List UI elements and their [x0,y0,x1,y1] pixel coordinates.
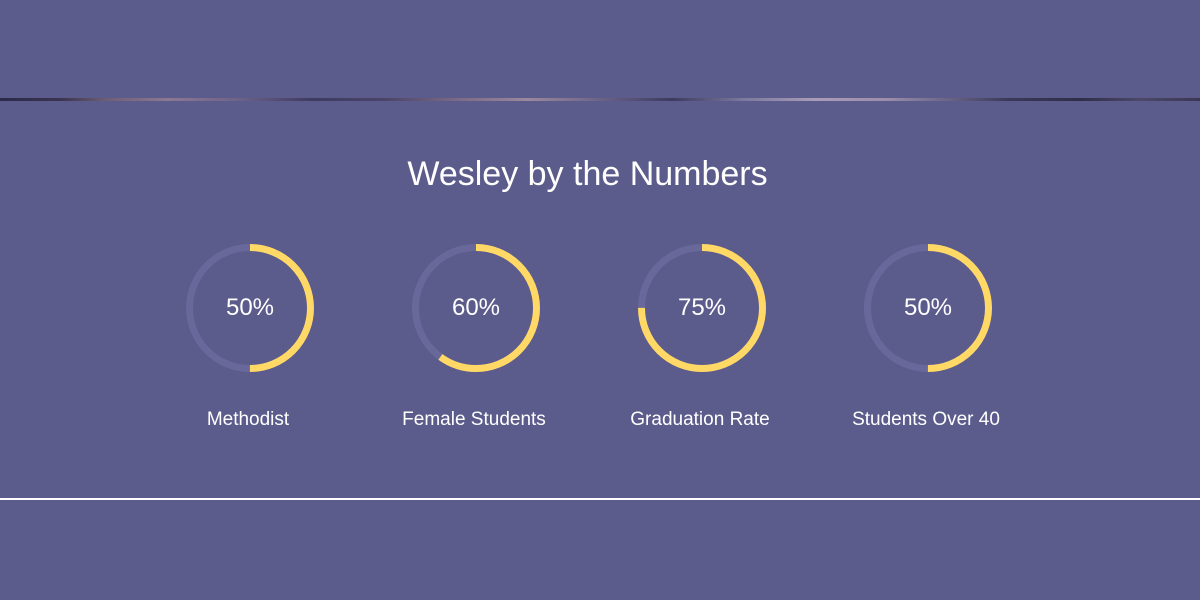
stat-label: Students Over 40 [852,409,1000,430]
stat-label: Methodist [206,409,290,430]
stat-label: Female Students [402,409,546,430]
stat-methodist: 50% Methodist [148,244,348,444]
top-divider [0,98,1200,101]
stat-value: 50% [225,294,275,321]
progress-ring-svg [638,244,766,372]
progress-ring-fill [412,244,540,372]
stat-female-students: 60% Female Students [374,244,574,444]
section-title: Wesley by the Numbers [407,155,768,193]
stat-students-over-40: 50% Students Over 40 [826,244,1026,444]
progress-ring [412,244,540,372]
progress-ring-fill [864,244,992,372]
progress-ring-fill [186,244,314,372]
bottom-divider [0,498,1200,500]
progress-ring-fill [638,244,766,372]
progress-ring [864,244,992,372]
progress-ring-svg [864,244,992,372]
stat-graduation-rate: 75% Graduation Rate [600,244,800,444]
stat-value: 50% [903,294,953,321]
progress-ring-svg [186,244,314,372]
stat-value: 75% [677,294,727,321]
progress-ring [638,244,766,372]
stat-label: Graduation Rate [630,409,770,430]
progress-ring-svg [412,244,540,372]
progress-ring [186,244,314,372]
stat-value: 60% [451,294,501,321]
